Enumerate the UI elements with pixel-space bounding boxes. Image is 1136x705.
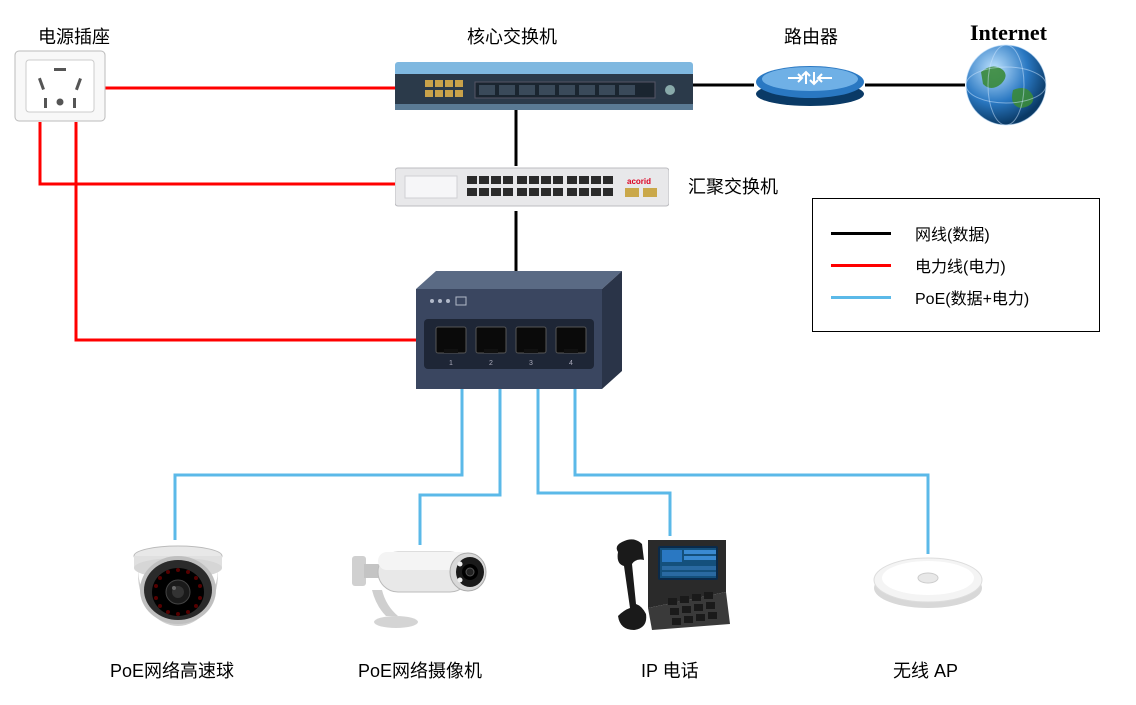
svg-text:2: 2 [489,360,493,367]
legend-row-data: 网线(数据) [831,221,1081,245]
device-bullet-camera [352,546,490,630]
device-router [754,56,866,108]
legend: 网线(数据) 电力线(电力) PoE(数据+电力) [812,198,1100,332]
label-wireless-ap: 无线 AP [893,657,958,683]
legend-row-poe: PoE(数据+电力) [831,285,1081,309]
device-wireless-ap [872,554,984,610]
device-poe-switch: 1 2 3 4 [416,271,622,391]
device-agg-switch: acorid [395,166,669,210]
device-power-outlet [14,50,106,122]
diagram-canvas: 电源插座 核心交换机 路由器 Internet 汇聚交换机 PoE网络高速球 P… [0,0,1136,705]
label-poe-cam: PoE网络摄像机 [358,657,482,683]
label-agg-switch: 汇聚交换机 [688,173,778,199]
legend-row-power: 电力线(电力) [831,253,1081,277]
legend-swatch [831,296,891,299]
legend-label: 电力线(电力) [915,253,1006,277]
device-ip-phone [614,536,730,632]
legend-label: 网线(数据) [915,221,990,245]
legend-swatch [831,264,891,267]
device-core-switch [395,62,693,110]
svg-text:3: 3 [529,360,533,367]
svg-text:acorid: acorid [627,177,651,186]
device-internet-globe [963,42,1049,128]
svg-text:4: 4 [569,360,573,367]
label-ip-phone: IP 电话 [641,657,699,683]
svg-text:1: 1 [449,360,453,367]
label-core-switch: 核心交换机 [467,23,557,49]
label-poe-dome: PoE网络高速球 [110,657,234,683]
legend-label: PoE(数据+电力) [915,285,1029,309]
legend-swatch [831,232,891,235]
label-power-outlet: 电源插座 [38,23,110,49]
device-dome-camera [130,540,226,632]
label-router: 路由器 [784,23,838,49]
